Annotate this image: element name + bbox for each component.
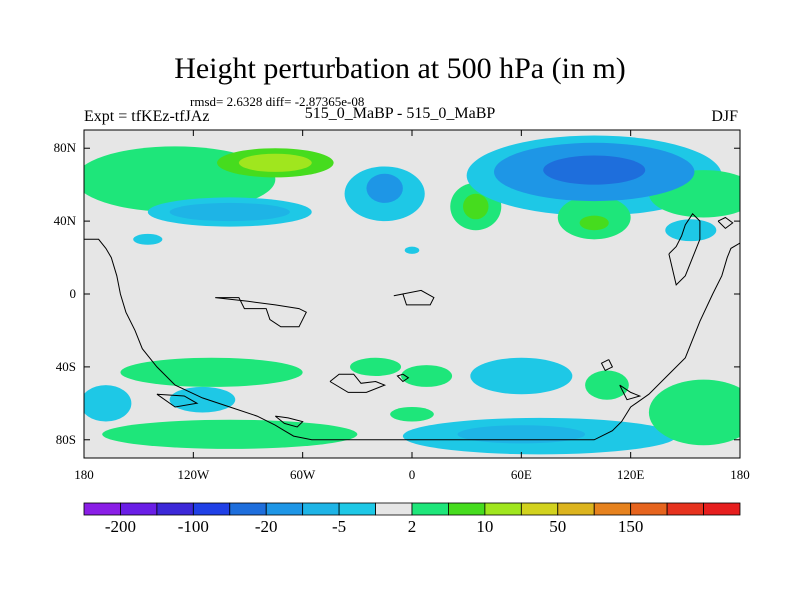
x-tick-label: 180: [730, 467, 750, 482]
colorbar-bin: [484, 502, 522, 516]
tick-mark-layer: [83, 130, 741, 458]
colorbar-bin: [338, 502, 376, 516]
colorbar-label: -200: [104, 517, 137, 536]
coastline-layer: [84, 213, 740, 441]
contour-region: [120, 357, 303, 387]
coastline: [215, 297, 307, 328]
contour-fill-layer: [84, 135, 740, 455]
colorbar-bin: [666, 502, 704, 516]
contour-region: [404, 246, 420, 254]
contour-region: [401, 365, 453, 387]
contour-region: [457, 425, 586, 444]
colorbar-bin: [593, 502, 632, 516]
contour-region: [366, 173, 403, 203]
colorbar-bin: [557, 502, 595, 516]
colorbar-bin: [229, 502, 267, 516]
contour-region: [133, 233, 163, 245]
x-tick-label: 180: [74, 467, 94, 482]
colorbar-bin: [448, 502, 486, 516]
x-tick-label: 0: [408, 467, 416, 482]
case-label: 515_0_MaBP - 515_0_MaBP: [304, 105, 496, 122]
colorbar-bin: [630, 502, 668, 516]
contour-region: [238, 153, 312, 172]
colorbar-label: -5: [332, 517, 347, 536]
contour-region: [463, 193, 489, 220]
contour-region: [470, 357, 573, 395]
stats-label: rmsd= 2.6328 diff= -2.87365e-08: [190, 94, 365, 109]
coastline: [668, 213, 701, 286]
x-tick-label: 60E: [510, 467, 532, 482]
contour-region: [543, 155, 646, 185]
contour-region: [102, 419, 358, 449]
colorbar-bin: [156, 502, 194, 516]
coastline: [600, 359, 614, 372]
y-tick-label: 0: [69, 286, 77, 301]
contour-region: [648, 379, 740, 446]
coastline: [84, 238, 740, 441]
colorbar-label: 2: [407, 517, 417, 536]
coastline: [274, 415, 304, 428]
contour-region: [579, 215, 609, 231]
colorbar-bin: [265, 502, 304, 516]
coastline: [396, 373, 410, 383]
contour-region: [390, 406, 434, 422]
y-tick-label: 80S: [55, 431, 76, 447]
colorbar-bin: [520, 502, 559, 516]
contour-region: [84, 385, 132, 422]
chart-title: Height perturbation at 500 hPa (in m): [174, 52, 626, 85]
colorbar-label: 150: [617, 517, 644, 536]
y-tick-label: 80N: [53, 140, 76, 156]
y-tick-label: 40S: [55, 358, 76, 374]
colorbar-bin: [703, 502, 741, 516]
colorbar-bin: [375, 502, 413, 516]
experiment-label: Expt = tfKEz-tfJAz: [84, 108, 210, 125]
contour-region: [169, 202, 290, 222]
coastline: [619, 384, 642, 401]
season-label: DJF: [711, 108, 738, 125]
colorbar: [83, 502, 741, 516]
contour-region: [585, 370, 629, 400]
colorbar-label: -100: [177, 517, 209, 536]
colorbar-label: 50: [549, 517, 567, 536]
colorbar-label: 10: [476, 517, 494, 536]
contour-region: [169, 386, 236, 413]
contour-region: [665, 219, 717, 242]
colorbar-bin: [192, 502, 231, 516]
coastline: [717, 216, 734, 230]
colorbar-bin: [83, 502, 121, 516]
colorbar-label: -20: [254, 517, 278, 536]
x-tick-label: 60W: [290, 467, 316, 482]
colorbar-bin: [411, 502, 449, 516]
coastline: [329, 373, 387, 393]
x-tick-label: 120E: [616, 467, 645, 482]
coastline: [393, 289, 435, 306]
y-tick-label: 40N: [53, 213, 76, 229]
colorbar-bin: [120, 502, 158, 516]
contour-region: [350, 357, 402, 376]
colorbar-bin: [302, 502, 340, 516]
x-tick-label: 120W: [177, 467, 210, 482]
coastline: [156, 393, 199, 408]
plot-area: [83, 129, 741, 459]
